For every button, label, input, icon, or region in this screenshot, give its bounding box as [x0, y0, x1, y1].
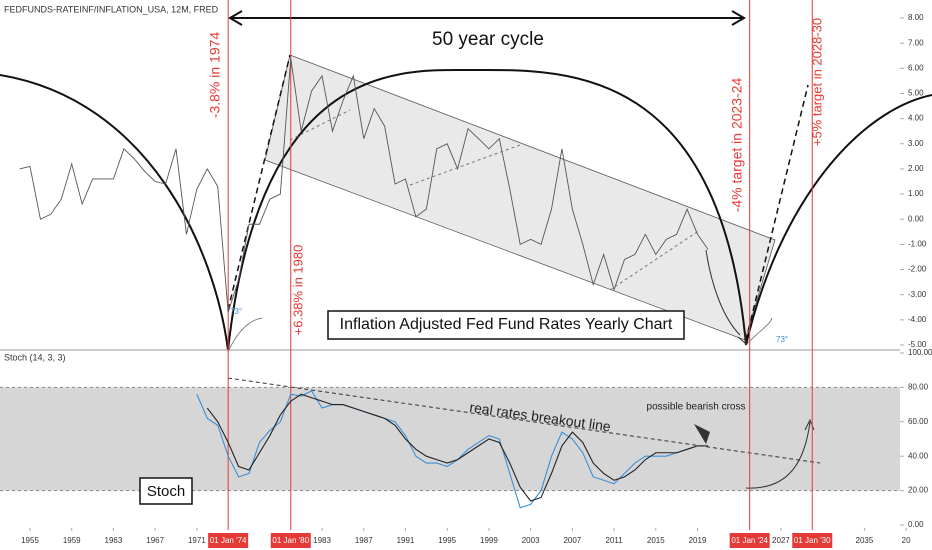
annotation: possible bearish cross [647, 402, 746, 413]
annotation: 73° [230, 307, 242, 316]
marker-label-box [270, 533, 311, 548]
cycle-arc [227, 68, 747, 351]
x-tick-label: 1955 [21, 536, 39, 545]
x-tick-label: 1963 [105, 536, 123, 545]
y-tick-label: 8.00 [908, 13, 924, 22]
y-tick-label: 5.00 [908, 89, 924, 98]
annotation: -4% target in 2023-24 [729, 77, 745, 212]
series-line [206, 393, 708, 502]
x-tick-label: 2007 [563, 536, 581, 545]
x-tick-label: 1959 [63, 536, 81, 545]
x-tick-label: 1995 [438, 536, 456, 545]
annotation: 50 year cycle [432, 29, 544, 50]
x-tick-label: 2011 [605, 536, 623, 545]
marker-label: 01 Jan '30 [794, 536, 831, 545]
y-tick-label: 0.00 [908, 214, 924, 223]
arrow-head [737, 333, 747, 345]
y-tick-label: -4.00 [908, 315, 927, 324]
series-line [196, 390, 708, 509]
x-tick-label: 2019 [689, 536, 707, 545]
marks: 8.00 7.00 6.00 5.00 4.00 3.00 2.00 1.00 0.00 -1.0… [19, 0, 932, 548]
marker-label-box [729, 533, 770, 548]
y-tick-label: 3.00 [908, 139, 924, 148]
dotted-line [609, 229, 701, 291]
arrow-head [228, 10, 746, 26]
y-tick-label: 80.00 [908, 383, 929, 392]
y-tick-label: 40.00 [908, 451, 929, 460]
y-tick-label: 7.00 [908, 38, 924, 47]
stoch-band [0, 387, 900, 491]
stoch-title: Stoch (14, 3, 3) [4, 352, 66, 362]
x-tick-label: 2035 [856, 536, 874, 545]
x-tick-label: 2027 [772, 536, 790, 545]
dashed-line [745, 84, 809, 341]
stoch-box [139, 477, 193, 505]
y-tick-label: 100.00 [908, 348, 932, 357]
y-tick-label: -1.00 [908, 239, 927, 248]
annotation: Stoch [147, 483, 185, 500]
annotation: +6.38% in 1980 [290, 245, 305, 336]
y-tick-label: 4.00 [908, 114, 924, 123]
x-tick-label: 1983 [313, 536, 331, 545]
y-tick-label: 0.00 [908, 520, 924, 529]
y-tick-label: -2.00 [908, 265, 927, 274]
annotation: +5% target in 2028-30 [809, 18, 824, 146]
y-tick-label: 60.00 [908, 417, 929, 426]
x-tick-label: 1987 [355, 536, 373, 545]
marker-label-box [792, 533, 833, 548]
header: FEDFUNDS-RATEINF/INFLATION_USA, 12M, FRE… [4, 4, 219, 14]
y-tick-label: 6.00 [908, 63, 924, 72]
x-tick-label: 1967 [146, 536, 164, 545]
x-tick-label: 1971 [188, 536, 206, 545]
annotation: 73° [776, 335, 788, 344]
marker-label: 01 Jan '24 [731, 536, 768, 545]
cycle-arc [745, 94, 932, 346]
annotation: Inflation Adjusted Fed Fund Rates Yearly… [340, 316, 673, 333]
y-tick-label: -3.00 [908, 290, 927, 299]
x-tick-label: 2015 [647, 536, 665, 545]
y-tick-label: -5.00 [908, 340, 927, 349]
dotted-line [289, 109, 351, 141]
dashed-line [227, 54, 291, 311]
arrow-curve [705, 249, 741, 336]
angle-arc [227, 317, 263, 353]
marker-label-box [208, 533, 249, 548]
cycle-arc [0, 74, 229, 351]
cross-arrow [694, 424, 710, 444]
band-layer [0, 386, 900, 492]
breakout-line [227, 377, 821, 464]
arrow-curve [745, 421, 811, 489]
x-tick-label: 20 [902, 536, 911, 545]
x-tick-label: 1991 [397, 536, 415, 545]
series-line [19, 58, 709, 313]
y-tick-label: 1.00 [908, 189, 924, 198]
annotation: -3.8% in 1974 [207, 32, 223, 119]
marker-label: 01 Jan '80 [272, 536, 309, 545]
y-tick-label: 20.00 [908, 486, 929, 495]
x-tick-label: 1999 [480, 536, 498, 545]
title-box [327, 310, 685, 340]
y-tick-label: 2.00 [908, 164, 924, 173]
marker-label: 01 Jan '74 [210, 536, 247, 545]
x-tick-label: 2003 [522, 536, 540, 545]
